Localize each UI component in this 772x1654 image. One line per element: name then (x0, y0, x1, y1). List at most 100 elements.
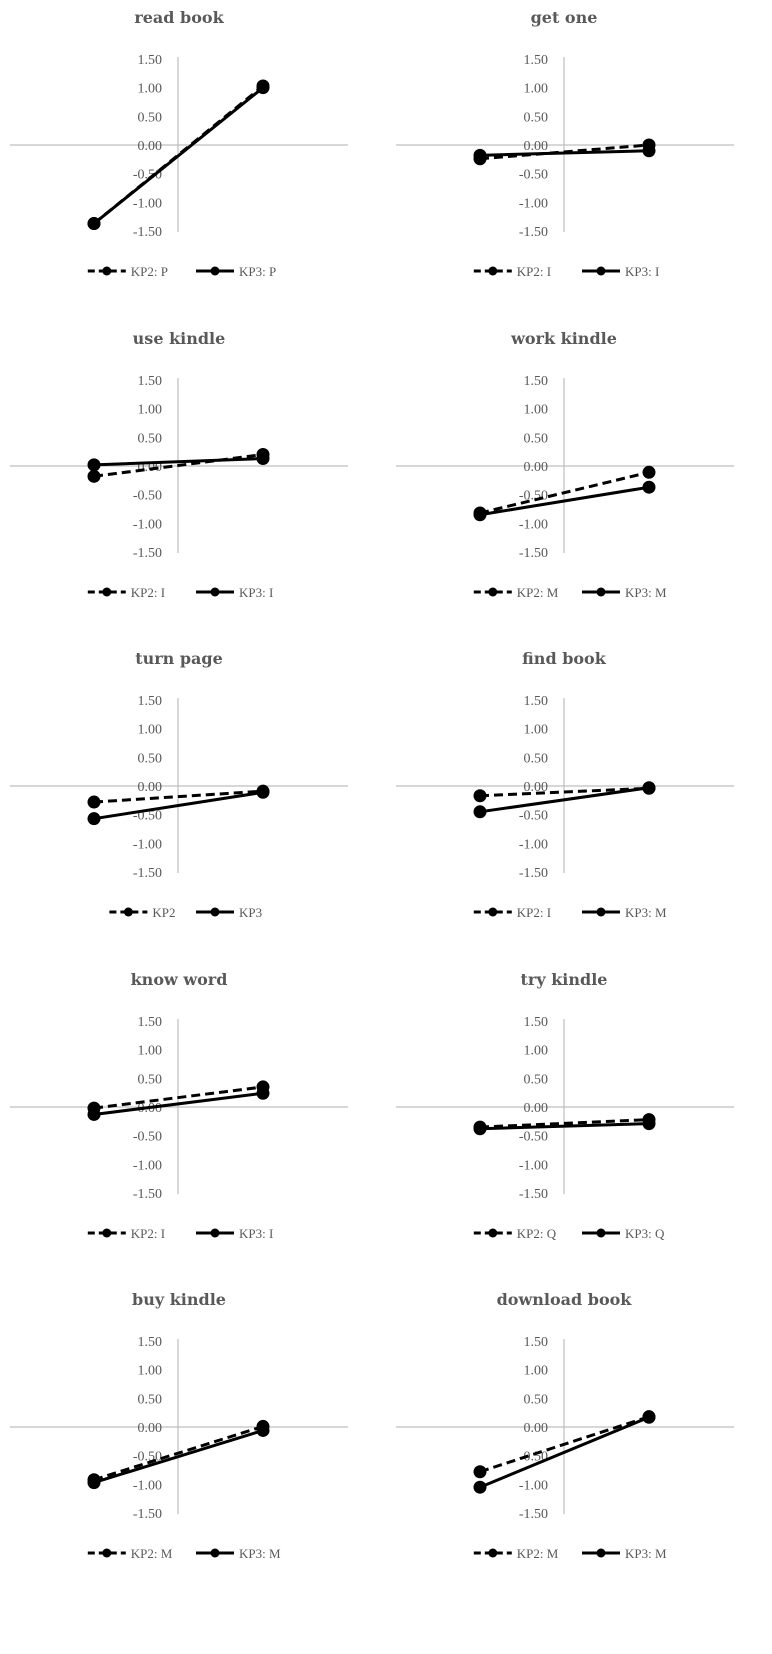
chart-panel: turn page 1.50 1.00 0.50 0.00 -0.50 -1.00 -1.50… (0, 641, 386, 971)
legend-key-marker (488, 266, 498, 276)
legend-label: KP2: M (517, 585, 559, 600)
chart-svg: work kindle1.501.000.500.00-0.50-1.00-1.… (396, 329, 734, 600)
y-tick-label: 0.50 (138, 431, 163, 446)
legend-label: KP3: M (239, 1546, 281, 1561)
legend-label: KP3: P (239, 264, 276, 279)
series-line-dashed (479, 786, 650, 798)
y-tick-label: -1.50 (519, 225, 548, 240)
y-tick-label: -0.50 (133, 488, 162, 503)
data-point (473, 148, 487, 162)
chart-title: use kindle (133, 329, 226, 348)
y-tick-label: -0.50 (519, 809, 548, 824)
legend-label: KP3: Q (625, 1226, 665, 1241)
y-tick-label: -1.50 (133, 866, 162, 881)
y-tick-label: 0.00 (524, 1101, 549, 1116)
legend-key-marker (596, 266, 606, 276)
legend-key-marker (488, 1228, 498, 1237)
y-tick-label: 1.00 (524, 1043, 549, 1058)
data-point (256, 451, 270, 465)
y-tick-label: -1.00 (133, 196, 162, 211)
data-point (642, 1116, 656, 1130)
chart-title: download book (497, 1290, 633, 1309)
data-point (87, 457, 101, 471)
legend: KP2: I KP3: I (473, 264, 659, 279)
legend-label: KP2: I (131, 585, 165, 600)
legend-key-marker (210, 1228, 220, 1237)
y-tick-label: 0.50 (524, 431, 549, 446)
series-line-solid (93, 86, 264, 225)
data-point (473, 805, 487, 819)
legend: KP2: I KP3: M (473, 905, 667, 920)
y-tick-label: 1.00 (524, 723, 549, 738)
data-point (642, 465, 656, 479)
y-tick-label: 0.50 (524, 1392, 549, 1407)
y-tick-label: 0.50 (138, 751, 163, 766)
chart-svg: read book 1.50 1.00 0.50 0.00 -0.50 -1.00 -1.50… (10, 8, 348, 279)
data-point (642, 144, 656, 158)
chart-svg: turn page1.501.000.500.00-0.50-1.00-1.50… (10, 649, 348, 920)
y-tick-label: -0.50 (133, 1129, 162, 1144)
y-tick-label: -1.50 (133, 1507, 162, 1522)
data-point (473, 1465, 487, 1479)
y-tick-label: 1.50 (524, 1015, 549, 1030)
legend-key-marker (210, 587, 220, 596)
y-tick-label: 1.50 (524, 374, 549, 389)
y-tick-label: 1.00 (138, 723, 163, 738)
series-line-dashed (93, 789, 264, 804)
y-tick-label: 0.50 (138, 110, 163, 125)
y-tick-label: 1.00 (524, 402, 549, 417)
data-point (87, 1107, 101, 1121)
data-point (642, 1410, 656, 1424)
y-tick-label: -1.50 (133, 1187, 162, 1202)
chart-panel: find book 1.50 1.00 0.50 0.00 -0.50 -1.00 -1.50… (386, 641, 772, 971)
legend-key-marker (210, 266, 220, 276)
y-tick-label: -1.00 (133, 517, 162, 532)
legend-label: KP2: P (131, 264, 168, 279)
legend-label: KP3: I (625, 264, 659, 279)
legend-key-marker (102, 1548, 112, 1558)
chart-panel: get one 1.50 1.00 0.50 0.00 -0.50 -1.00 -1.50 KP… (386, 0, 772, 330)
legend-key-marker (596, 1228, 606, 1237)
y-tick-label: 1.50 (524, 53, 549, 68)
chart-title: turn page (135, 649, 223, 668)
y-tick-label: 0.00 (524, 139, 549, 154)
series-line-dashed (93, 1424, 264, 1482)
legend-label: KP2: M (517, 1546, 559, 1561)
legend-key-marker (102, 266, 112, 276)
y-tick-label: -1.00 (133, 837, 162, 852)
legend: KP2 KP3 (109, 905, 262, 920)
y-tick-label: 1.50 (138, 1335, 163, 1350)
legend-label: KP3: M (625, 905, 667, 920)
y-tick-label: 0.50 (138, 1392, 163, 1407)
chart-svg: find book 1.50 1.00 0.50 0.00 -0.50 -1.00 -1.50… (396, 649, 734, 920)
series-line-solid (479, 485, 650, 516)
data-point (87, 469, 101, 483)
chart-panel: use kindle 1.50 1.00 0.50 0.00 -0.50 -1.00 -1.5… (0, 321, 386, 651)
legend-label: KP3: I (239, 585, 273, 600)
legend-key-marker (596, 587, 606, 596)
y-tick-label: 0.00 (524, 460, 549, 475)
series-line-dashed (479, 470, 650, 514)
legend-key-marker (210, 1548, 220, 1558)
y-tick-label: -0.50 (133, 168, 162, 183)
legend: KP2: P KP3: P (87, 264, 276, 279)
data-point (473, 789, 487, 803)
series-line-solid (479, 149, 650, 157)
y-tick-label: -1.00 (133, 1478, 162, 1493)
chart-svg: download book1.501.000.500.00-0.50-1.00-… (396, 1290, 734, 1561)
y-tick-label: 1.00 (138, 1364, 163, 1379)
series-line-solid (93, 790, 264, 821)
chart-svg: know word1.501.000.500.00-0.50-1.00-1.50… (10, 970, 348, 1241)
y-tick-label: -0.50 (519, 168, 548, 183)
y-tick-label: 0.00 (138, 139, 163, 154)
legend-label: KP2: Q (517, 1226, 557, 1241)
series-line-dashed (479, 1415, 650, 1474)
chart-title: work kindle (510, 329, 617, 348)
chart-title: get one (531, 8, 598, 27)
legend-label: KP3: I (239, 1226, 273, 1241)
y-tick-label: 1.50 (138, 694, 163, 709)
y-tick-label: 0.00 (138, 1421, 163, 1436)
y-tick-label: 0.50 (524, 751, 549, 766)
chart-panel: work kindle 1.50 1.00 0.50 0.00 -0.50 -1.00 -1.… (386, 321, 772, 651)
